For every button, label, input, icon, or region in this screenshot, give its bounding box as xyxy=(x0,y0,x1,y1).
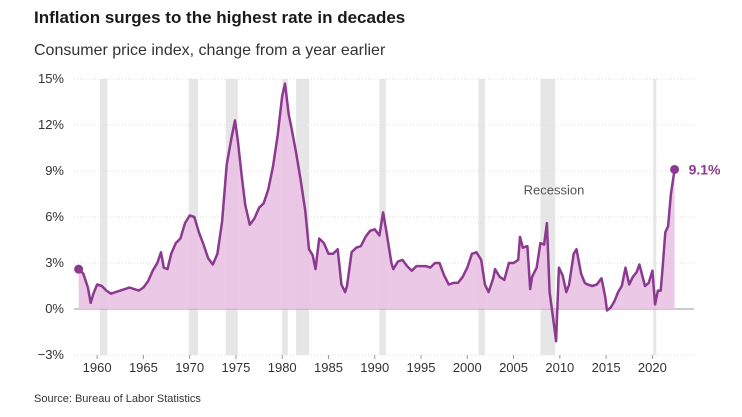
x-tick-label: 1970 xyxy=(175,360,204,375)
cpi-area xyxy=(78,83,675,342)
chart-title: Inflation surges to the highest rate in … xyxy=(34,8,406,27)
recession-band-8 xyxy=(653,79,657,355)
x-tick-label: 1995 xyxy=(407,360,436,375)
axis-labels: −3% 0% 3% 6% 9% 12% 15% 1960 1965 1970 1975 1980 198… xyxy=(38,71,721,375)
y-tick-label: 3% xyxy=(45,255,64,270)
x-tick-label: 1990 xyxy=(360,360,389,375)
cpi-area-fill xyxy=(78,83,675,342)
x-tick-label: 2015 xyxy=(592,360,621,375)
recession-band-6 xyxy=(478,79,485,355)
x-tick-label: 1965 xyxy=(129,360,158,375)
x-tick-label: 1975 xyxy=(221,360,250,375)
cpi-line xyxy=(77,82,676,343)
x-tick-label: 1960 xyxy=(83,360,112,375)
y-tick-label: 6% xyxy=(45,209,64,224)
y-tick-label: 0% xyxy=(45,301,64,316)
y-tick-label: 9% xyxy=(45,163,64,178)
end-markers xyxy=(74,164,680,274)
x-tick-label: 2010 xyxy=(545,360,574,375)
y-tick-label: 15% xyxy=(38,71,64,86)
x-tick-label: 2005 xyxy=(499,360,528,375)
x-tick-label: 2000 xyxy=(453,360,482,375)
cpi-series-line xyxy=(77,82,676,343)
x-tick-label: 2020 xyxy=(638,360,667,375)
start-point xyxy=(74,264,84,274)
recession-label: Recession xyxy=(524,182,585,197)
end-value-label: 9.1% xyxy=(689,161,721,177)
recession-band-0 xyxy=(99,79,108,355)
x-tick-label: 1980 xyxy=(268,360,297,375)
source-note: Source: Bureau of Labor Statistics xyxy=(34,393,201,405)
chart-subtitle: Consumer price index, change from a year… xyxy=(34,42,386,59)
x-tick-label: 1985 xyxy=(314,360,343,375)
end-point xyxy=(670,164,680,174)
y-tick-label: −3% xyxy=(38,347,65,362)
y-tick-label: 12% xyxy=(38,117,64,132)
